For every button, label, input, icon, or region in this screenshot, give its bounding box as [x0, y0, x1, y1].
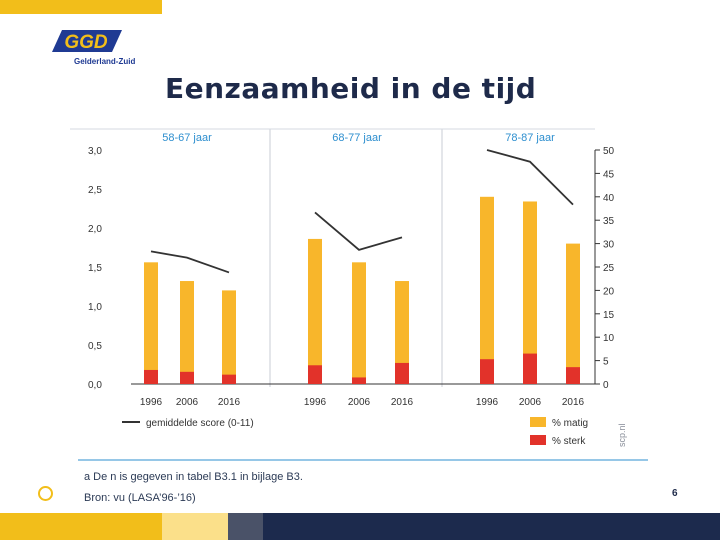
bar-severe [566, 367, 580, 384]
average-score-line [150, 250, 230, 274]
right-axis-tick-label: 5 [603, 357, 609, 368]
left-axis-tick-label: 3,0 [88, 146, 102, 157]
bar-moderate [352, 262, 366, 384]
bar-severe [222, 374, 236, 384]
footer-bar [0, 513, 720, 540]
footer-segment-light-yellow [162, 513, 228, 540]
x-tick-label: 2016 [218, 397, 241, 408]
bar-moderate [308, 238, 322, 384]
x-tick-label: 2006 [348, 397, 371, 408]
left-axis-tick-label: 1,5 [88, 263, 102, 274]
footer-segment-yellow [0, 513, 162, 540]
x-tick-label: 1996 [140, 397, 163, 408]
footer-segment-gray [228, 513, 263, 540]
bar-moderate [480, 196, 494, 384]
bar-severe [308, 365, 322, 384]
bar-moderate [180, 281, 194, 384]
right-axis-tick-label: 45 [603, 169, 615, 180]
group-header: 68-77 jaar [332, 132, 382, 144]
bullet-ring-icon [38, 486, 53, 501]
average-score-line [314, 211, 403, 251]
page-number: 6 [672, 488, 678, 499]
bar-moderate [566, 243, 580, 384]
ggd-logo: GGD [52, 30, 122, 53]
ggd-logo-text: GGD [64, 32, 108, 53]
left-axis-tick-label: 0,5 [88, 341, 102, 352]
bar-moderate [222, 290, 236, 384]
bar-severe [395, 362, 409, 384]
right-axis-tick-label: 25 [603, 263, 615, 274]
bar-moderate [144, 262, 158, 384]
legend-severe-swatch [530, 435, 546, 445]
left-axis-tick-label: 2,5 [88, 185, 102, 196]
x-tick-label: 2016 [391, 397, 414, 408]
logo-subtitle: Gelderland-Zuid [74, 57, 136, 66]
right-axis-tick-label: 10 [603, 333, 615, 344]
chart-source: Bron: vu (LASA’96-’16) [84, 492, 196, 504]
x-tick-label: 1996 [304, 397, 327, 408]
right-axis-tick-label: 50 [603, 146, 615, 157]
x-tick-label: 2016 [562, 397, 585, 408]
right-axis-tick-label: 40 [603, 193, 615, 204]
average-score-line [486, 149, 574, 206]
x-tick-label: 2006 [176, 397, 199, 408]
chart-note: a De n is gegeven in tabel B3.1 in bijla… [84, 471, 303, 483]
left-axis-tick-label: 1,0 [88, 302, 102, 313]
bar-severe [180, 371, 194, 384]
bar-severe [480, 359, 494, 384]
legend-moderate-label: % matig [552, 418, 588, 429]
right-axis-tick-label: 15 [603, 310, 615, 321]
top-accent-bar [0, 0, 162, 14]
right-axis-tick-label: 20 [603, 286, 615, 297]
bar-severe [523, 353, 537, 384]
left-axis-tick-label: 2,0 [88, 224, 102, 235]
bar-moderate [395, 281, 409, 384]
bar-severe [144, 369, 158, 384]
page-title: Eenzaamheid in de tijd [165, 72, 537, 105]
watermark-label: scp.nl [617, 423, 627, 447]
right-axis-tick-label: 0 [603, 380, 609, 391]
loneliness-chart: 58-67 jaar 68-77 jaar 78-87 jaar 0,0 0,5 1,0 1… [70, 128, 648, 461]
chart-panel: 58-67 jaar 68-77 jaar 78-87 jaar 0,0 0,5 1,0 1… [70, 117, 662, 512]
bar-moderate [523, 201, 537, 384]
right-axis-tick-label: 30 [603, 240, 615, 251]
bar-severe [352, 377, 366, 384]
footer-segment-navy [263, 513, 720, 540]
group-header: 58-67 jaar [162, 132, 212, 144]
right-axis-tick-label: 35 [603, 216, 615, 227]
x-tick-label: 2006 [519, 397, 542, 408]
legend-severe-label: % sterk [552, 436, 586, 447]
group-header: 78-87 jaar [505, 132, 555, 144]
legend-line-label: gemiddelde score (0-11) [146, 418, 254, 429]
left-axis-tick-label: 0,0 [88, 380, 102, 391]
x-tick-label: 1996 [476, 397, 499, 408]
legend-moderate-swatch [530, 417, 546, 427]
